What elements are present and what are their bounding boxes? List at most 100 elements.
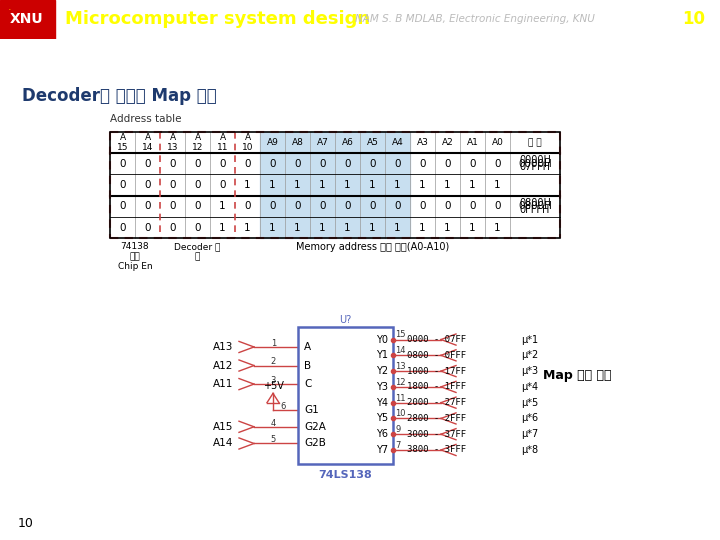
Text: 10: 10 [18, 517, 34, 530]
Text: 0: 0 [144, 159, 150, 168]
Text: B: B [304, 361, 311, 370]
Text: 0: 0 [269, 159, 276, 168]
Text: 10: 10 [395, 409, 405, 418]
Text: A0: A0 [492, 138, 503, 147]
Text: µ*1: µ*1 [521, 335, 538, 345]
Text: 07FFH: 07FFH [520, 162, 551, 172]
Text: 1: 1 [419, 222, 426, 233]
Text: 0: 0 [319, 201, 325, 211]
Text: A
13: A 13 [167, 133, 179, 152]
Text: A7: A7 [317, 138, 328, 147]
Text: 0: 0 [294, 159, 301, 168]
Text: G1: G1 [304, 405, 319, 415]
Text: 1: 1 [219, 201, 226, 211]
Text: A: A [304, 342, 311, 352]
Text: 0: 0 [194, 201, 201, 211]
Text: 0: 0 [494, 201, 500, 211]
Text: ·: · [8, 5, 12, 15]
Text: U?: U? [339, 315, 351, 325]
Bar [310, 132, 335, 238]
Text: 74138
입력: 74138 입력 [121, 242, 149, 261]
Text: A13: A13 [212, 342, 233, 352]
Text: 1: 1 [369, 180, 376, 190]
Text: 74LS138: 74LS138 [319, 470, 372, 480]
Text: Y4: Y4 [376, 397, 388, 408]
Text: 5: 5 [271, 435, 276, 444]
Text: 9: 9 [395, 425, 400, 434]
Text: 0: 0 [395, 201, 401, 211]
Text: 0: 0 [144, 222, 150, 233]
Text: Map 영역 분할: Map 영역 분할 [543, 369, 611, 382]
Text: µ*3: µ*3 [521, 366, 538, 376]
Text: XNU: XNU [10, 12, 44, 26]
Text: 0: 0 [395, 159, 401, 168]
Text: 1: 1 [269, 180, 276, 190]
Text: 0: 0 [369, 201, 376, 211]
Text: A12: A12 [212, 361, 233, 370]
Text: µ*6: µ*6 [521, 414, 538, 423]
Text: 1: 1 [344, 180, 351, 190]
Text: Y3: Y3 [376, 382, 388, 392]
Text: A
12: A 12 [192, 133, 203, 152]
Text: Y2: Y2 [376, 366, 388, 376]
Text: 0: 0 [244, 159, 251, 168]
Text: 0800H: 0800H [518, 201, 552, 211]
Text: µ*4: µ*4 [521, 382, 538, 392]
Text: 0: 0 [169, 159, 176, 168]
Bar [260, 132, 285, 238]
Text: Decoder 입
력: Decoder 입 력 [174, 242, 221, 261]
Text: Memory address 고유 영역(A0-A10): Memory address 고유 영역(A0-A10) [296, 242, 449, 252]
Text: 1: 1 [271, 339, 276, 348]
Text: 0: 0 [469, 159, 476, 168]
Text: µ*7: µ*7 [521, 429, 539, 439]
Text: 0: 0 [120, 159, 126, 168]
Text: 4: 4 [271, 418, 276, 428]
Text: 0000 - 07FF: 0000 - 07FF [407, 335, 466, 344]
Text: 1: 1 [319, 180, 326, 190]
Text: 0: 0 [319, 159, 325, 168]
Text: 0: 0 [120, 201, 126, 211]
Text: A
11: A 11 [217, 133, 228, 152]
Text: 0: 0 [144, 180, 150, 190]
Text: 14: 14 [395, 346, 405, 355]
Text: 1: 1 [369, 222, 376, 233]
Text: A9: A9 [266, 138, 279, 147]
Text: A3: A3 [417, 138, 428, 147]
Text: Decoder를 이용한 Map 설정: Decoder를 이용한 Map 설정 [22, 87, 217, 105]
Text: 1: 1 [394, 222, 401, 233]
Text: 0: 0 [120, 180, 126, 190]
Text: 0: 0 [169, 180, 176, 190]
Text: 0: 0 [194, 222, 201, 233]
Text: Chip En: Chip En [117, 261, 153, 271]
Bar [298, 327, 393, 464]
Text: A14: A14 [212, 438, 233, 449]
Text: A8: A8 [292, 138, 303, 147]
Text: Y1: Y1 [376, 350, 388, 360]
Text: +5V: +5V [263, 381, 284, 391]
Text: Address table: Address table [110, 114, 181, 124]
Text: 0: 0 [344, 201, 351, 211]
Text: 0: 0 [194, 159, 201, 168]
Text: 0: 0 [220, 180, 226, 190]
Text: NAM S. B MDLAB, Electronic Engineering, KNU: NAM S. B MDLAB, Electronic Engineering, … [355, 15, 595, 24]
Text: A1: A1 [467, 138, 478, 147]
Text: 1000 - 17FF: 1000 - 17FF [407, 367, 466, 376]
Text: 0: 0 [294, 201, 301, 211]
Text: 1: 1 [469, 222, 476, 233]
Text: 1: 1 [494, 180, 501, 190]
Text: 0FFFH: 0FFFH [520, 205, 550, 214]
Text: 11: 11 [395, 394, 405, 402]
Text: 3000 - 37FF: 3000 - 37FF [407, 430, 466, 438]
Text: A
10: A 10 [242, 133, 253, 152]
Text: A6: A6 [341, 138, 354, 147]
Text: A15: A15 [212, 422, 233, 432]
Text: G2B: G2B [304, 438, 326, 449]
Bar [0, 0, 55, 39]
Text: A
14: A 14 [142, 133, 153, 152]
Text: 0: 0 [444, 201, 451, 211]
Text: 1: 1 [444, 180, 451, 190]
Text: 3800 - 3FFF: 3800 - 3FFF [407, 446, 466, 455]
Bar [335, 132, 360, 238]
Text: 1: 1 [469, 180, 476, 190]
Text: 0: 0 [419, 159, 426, 168]
